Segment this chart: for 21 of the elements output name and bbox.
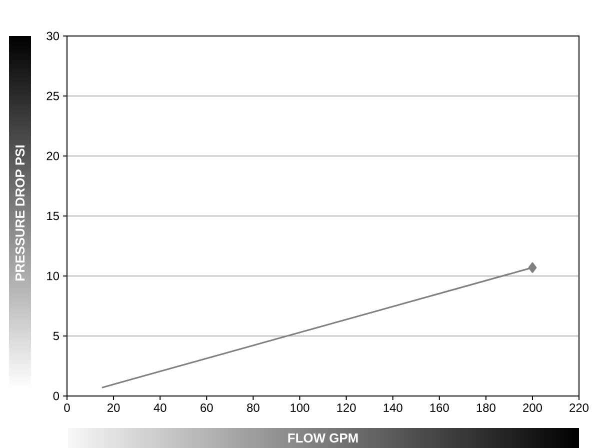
- x-tick-label: 200: [523, 404, 542, 412]
- x-tick-label: 140: [384, 404, 402, 412]
- x-tick-label: 40: [154, 404, 166, 412]
- x-tick-label: 100: [290, 404, 310, 412]
- x-tick-label: 20: [108, 404, 120, 412]
- x-tick-label: 0: [64, 404, 70, 412]
- y-tick-label: 15: [47, 212, 59, 220]
- x-axis-title: FLOW GPM: [288, 433, 358, 443]
- x-tick-label: 220: [570, 404, 589, 412]
- y-axis-title: PRESSURE DROP PSI: [15, 146, 25, 280]
- y-tick-label: 25: [46, 92, 59, 100]
- y-tick-label: 10: [47, 272, 60, 280]
- x-tick-label: 120: [337, 404, 356, 412]
- y-tick-label: 30: [46, 32, 60, 40]
- x-tick-label: 160: [430, 404, 449, 412]
- x-tick-label: 180: [476, 404, 496, 412]
- y-tick-label: 0: [53, 392, 60, 400]
- y-tick-label: 20: [46, 152, 60, 160]
- x-tick-label: 80: [247, 404, 260, 412]
- y-tick-label: 5: [53, 332, 59, 340]
- x-tick-label: 60: [200, 404, 213, 412]
